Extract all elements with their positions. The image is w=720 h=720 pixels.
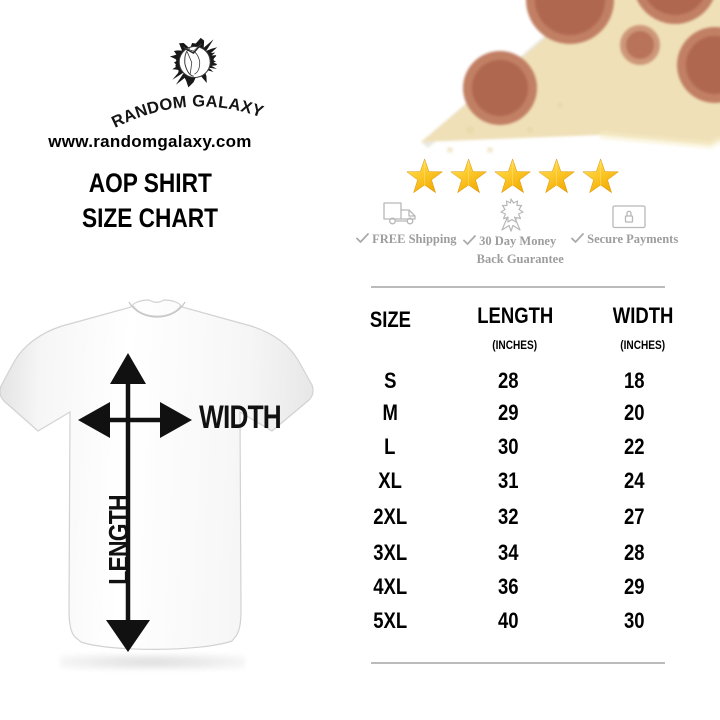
- svg-text:WIDTH: WIDTH: [199, 401, 281, 436]
- svg-text:LENGTH: LENGTH: [104, 495, 135, 584]
